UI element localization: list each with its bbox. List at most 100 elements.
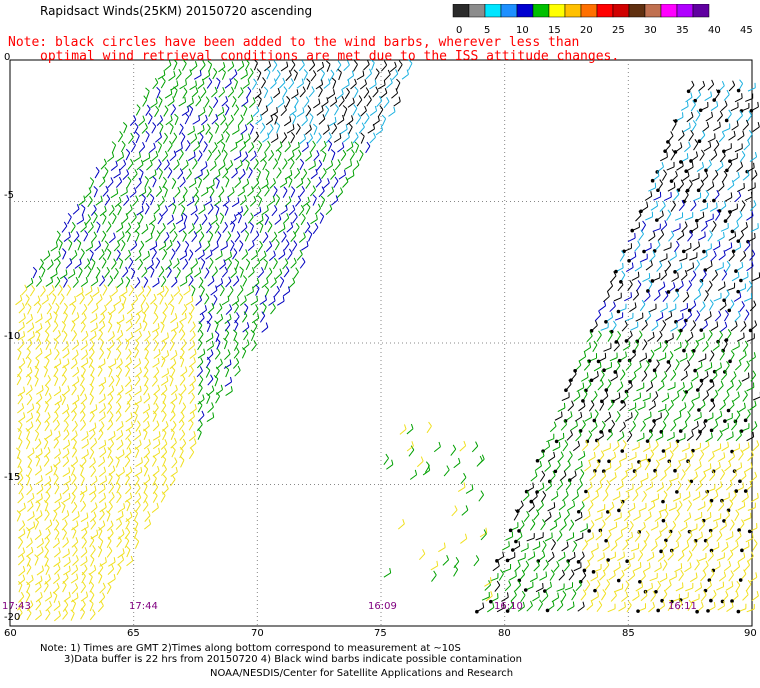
- wind-barb: [388, 106, 396, 117]
- wind-barb: [170, 349, 178, 361]
- wind-barb: [208, 131, 213, 143]
- wind-barb: [167, 140, 173, 152]
- wind-barb: [309, 112, 314, 125]
- wind-barb: [178, 292, 184, 305]
- wind-barb: [94, 166, 100, 179]
- wind-barb: [232, 329, 238, 341]
- wind-barb: [221, 68, 226, 80]
- wind-barb: [277, 149, 282, 161]
- wind-barb: [126, 176, 132, 188]
- wind-barb: [331, 123, 338, 135]
- wind-barb: [154, 105, 160, 118]
- wind-barb: [272, 257, 278, 270]
- wind-barb: [227, 61, 235, 72]
- wind-barb: [271, 205, 278, 217]
- wind-barb: [214, 222, 220, 234]
- wind-barb: [122, 121, 128, 134]
- wind-barb: [134, 339, 140, 351]
- wind-barb: [299, 257, 306, 269]
- wind-barb: [44, 375, 51, 387]
- wind-barb: [221, 295, 230, 306]
- wind-barb: [129, 187, 137, 198]
- wind-barb: [300, 241, 309, 251]
- wind-barb: [266, 68, 271, 80]
- wind-barb: [207, 302, 215, 314]
- wind-barb: [80, 276, 89, 288]
- wind-barb: [135, 104, 141, 116]
- wind-barb: [62, 358, 70, 369]
- wind-barb: [240, 194, 247, 206]
- wind-barb: [262, 302, 267, 315]
- wind-barb: [283, 239, 290, 251]
- wind-barb: [197, 338, 203, 351]
- wind-barb: [125, 348, 132, 360]
- wind-barb: [162, 132, 168, 145]
- wind-barb: [54, 348, 60, 361]
- wind-barb: [367, 123, 376, 134]
- wind-barb: [38, 258, 44, 270]
- wind-barb: [178, 96, 187, 107]
- wind-barb: [366, 95, 372, 107]
- wind-barb: [213, 169, 221, 180]
- wind-barb: [163, 186, 168, 198]
- wind-barb: [391, 88, 399, 99]
- wind-barb: [61, 374, 67, 386]
- wind-barb: [237, 114, 244, 126]
- wind-barb: [239, 168, 246, 180]
- wind-barb: [347, 97, 355, 108]
- wind-barb: [292, 212, 298, 224]
- wind-barb: [137, 286, 145, 297]
- wind-barb: [200, 87, 207, 99]
- wind-barb: [94, 240, 102, 252]
- wind-barb: [243, 133, 251, 145]
- wind-barb: [151, 323, 160, 333]
- wind-barb: [205, 366, 211, 378]
- wind-barb: [293, 167, 301, 179]
- wind-barb: [207, 60, 213, 73]
- wind-barb: [110, 160, 118, 171]
- wind-barb: [264, 185, 270, 197]
- wind-barb: [358, 149, 364, 162]
- wind-barb: [53, 250, 61, 262]
- wind-barb: [93, 186, 98, 198]
- wind-barb: [325, 160, 334, 171]
- wind-barb: [98, 249, 105, 261]
- wind-barb: [240, 124, 248, 135]
- wind-barb: [135, 230, 140, 242]
- wind-barb: [99, 338, 105, 350]
- wind-barb: [119, 159, 127, 171]
- wind-barb: [290, 132, 296, 144]
- wind-barb: [111, 212, 117, 225]
- wind-barb: [71, 384, 77, 396]
- wind-barb: [142, 95, 148, 107]
- wind-barb: [292, 112, 297, 125]
- wind-barb: [175, 267, 181, 279]
- wind-barb: [214, 204, 220, 216]
- wind-barb: [80, 340, 88, 351]
- wind-barb: [134, 374, 141, 387]
- wind-barb: [44, 321, 51, 333]
- wind-barb: [298, 204, 305, 217]
- wind-barb: [169, 122, 174, 135]
- wind-barb: [18, 313, 26, 324]
- wind-barb: [96, 221, 101, 233]
- wind-barb: [270, 303, 276, 315]
- wind-barb: [141, 122, 148, 134]
- wind-barb: [391, 69, 399, 81]
- wind-barb: [178, 321, 184, 334]
- wind-barb: [102, 185, 109, 197]
- wind-barb: [190, 61, 198, 72]
- wind-barb: [90, 374, 95, 386]
- wind-barb: [144, 357, 150, 369]
- wind-barb: [117, 203, 122, 216]
- wind-barb: [259, 311, 266, 323]
- wind-barb: [91, 231, 97, 243]
- wind-barb: [99, 383, 105, 395]
- wind-barb: [233, 347, 240, 359]
- wind-barb: [189, 303, 195, 315]
- wind-barb: [240, 69, 248, 80]
- wind-barb: [407, 59, 413, 71]
- wind-barb: [90, 204, 97, 216]
- wind-barb: [248, 97, 256, 108]
- wind-barb: [370, 58, 375, 71]
